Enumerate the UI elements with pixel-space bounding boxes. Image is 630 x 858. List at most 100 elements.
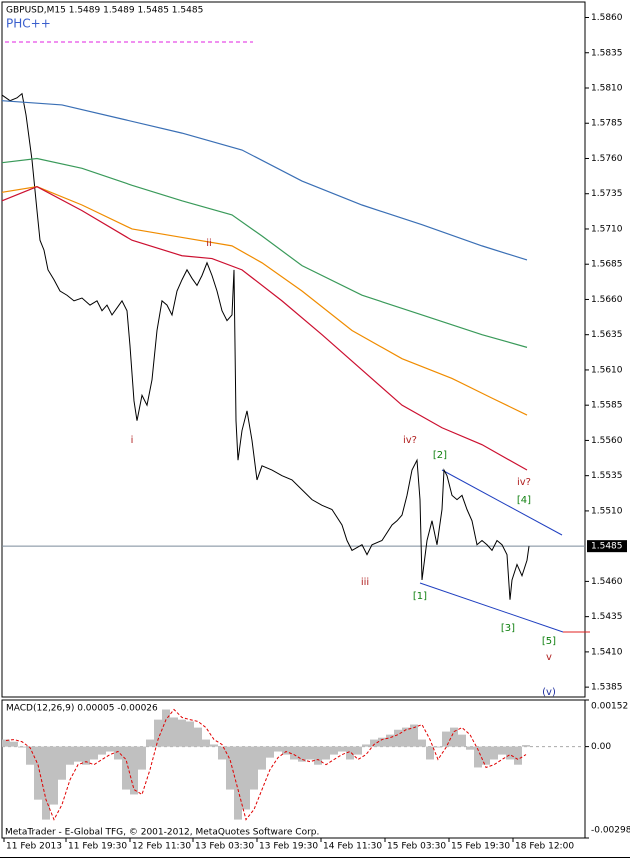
histogram-bar <box>370 739 378 747</box>
macd-header: MACD(12,26,9) 0.00005 -0.00026 <box>6 704 158 714</box>
moving-average <box>1 157 528 348</box>
histogram-bar <box>434 746 442 748</box>
y-tick-label: 1.5585 <box>591 401 623 411</box>
histogram-bar <box>426 746 434 760</box>
histogram-bar <box>506 746 514 760</box>
histogram-bar <box>346 746 354 760</box>
histogram-bar <box>442 731 450 747</box>
y-tick-label: 1.5635 <box>591 330 623 340</box>
histogram-bar <box>458 734 466 747</box>
histogram-bar <box>210 744 218 747</box>
price-line <box>1 92 530 600</box>
price-frame <box>1 1 586 698</box>
histogram-bar <box>266 746 274 758</box>
symbol-header: GBPUSD,M15 1.5489 1.5489 1.5485 1.5485 <box>6 6 203 16</box>
wave-label: ii <box>206 238 212 249</box>
histogram-bar <box>50 746 58 805</box>
y-tick-label: 1.5460 <box>591 577 623 587</box>
histogram-bar <box>282 746 290 755</box>
histogram-bar <box>26 746 34 765</box>
x-tick-label: 12 Feb 11:30 <box>132 842 191 852</box>
y-tick-label: 1.5760 <box>591 154 623 164</box>
histogram-bar <box>354 746 362 755</box>
y-tick-label: 1.5610 <box>591 365 623 375</box>
histogram-bar <box>234 746 242 820</box>
histogram-bar <box>18 746 26 748</box>
histogram-bar <box>338 746 346 752</box>
histogram-bar <box>514 746 522 765</box>
wave-label: [5] <box>542 636 556 647</box>
histogram-bar <box>10 741 18 747</box>
histogram-bar <box>186 721 194 747</box>
y-tick-label: 1.5560 <box>591 436 623 446</box>
histogram-bar <box>130 746 138 795</box>
histogram-bar <box>74 746 82 762</box>
histogram-bar <box>250 746 258 790</box>
y-tick-label: 1.5735 <box>591 189 623 199</box>
x-tick-label: 13 Feb 19:30 <box>259 842 318 852</box>
last-price-box <box>587 540 627 553</box>
histogram-bar <box>42 746 50 820</box>
histogram-bar <box>410 724 418 747</box>
indicator-name: PHC++ <box>6 17 51 31</box>
x-tick-label: 11 Feb 2013 <box>6 842 62 852</box>
histogram-bar <box>274 746 282 752</box>
histogram-bar <box>522 745 530 747</box>
histogram-bar <box>322 746 330 760</box>
histogram-bar <box>330 746 338 755</box>
x-tick-label: 14 Feb 11:30 <box>323 842 382 852</box>
x-tick-label: 13 Feb 03:30 <box>195 842 254 852</box>
y-tick-label: 1.5535 <box>591 471 623 481</box>
histogram-bar <box>306 746 314 760</box>
y-tick-label: 1.5810 <box>591 83 623 93</box>
histogram-bar <box>378 737 386 747</box>
histogram-bar <box>34 746 42 800</box>
y-tick-label: 1.5785 <box>591 119 623 129</box>
y-tick-label: 0.00 <box>591 742 611 752</box>
histogram-bar <box>450 727 458 747</box>
y-tick-label: 1.5410 <box>591 647 623 657</box>
last-price-label: 1.5485 <box>591 542 623 552</box>
moving-average <box>1 186 528 416</box>
wave-label: (v) <box>542 687 556 698</box>
histogram-bar <box>362 744 370 747</box>
histogram-bar <box>122 746 130 790</box>
histogram-bar <box>258 746 266 770</box>
histogram-bar <box>146 739 154 747</box>
wave-label: iv? <box>403 435 417 446</box>
histogram-bar <box>154 719 162 747</box>
histogram-bar <box>2 739 10 747</box>
wave-label: [2] <box>433 450 447 461</box>
histogram-bar <box>58 746 66 780</box>
histogram-bar <box>418 739 426 747</box>
histogram-bar <box>138 746 146 770</box>
histogram-bar <box>162 709 170 747</box>
channel-upper <box>441 469 563 536</box>
y-tick-label: 1.5660 <box>591 295 623 305</box>
histogram-bar <box>466 746 474 750</box>
wave-label: [3] <box>501 623 515 634</box>
histogram-bar <box>474 746 482 768</box>
histogram-bar <box>106 746 114 752</box>
x-tick-label: 18 Feb 12:00 <box>515 842 574 852</box>
histogram-bar <box>490 746 498 760</box>
y-tick-label: 1.5685 <box>591 260 623 270</box>
histogram-bar <box>482 746 490 765</box>
histogram-bar <box>66 746 74 765</box>
wave-label: i <box>131 435 134 446</box>
x-tick-label: 15 Feb 03:30 <box>387 842 446 852</box>
histogram-bar <box>98 746 106 755</box>
y-tick-label: 1.5385 <box>591 683 623 693</box>
y-tick-label: 1.5510 <box>591 506 623 516</box>
histogram-bar <box>218 746 226 760</box>
wave-label: iv? <box>517 477 531 488</box>
histogram-bar <box>170 717 178 747</box>
wave-label: [4] <box>517 495 531 506</box>
histogram-bar <box>178 719 186 747</box>
y-tick-label: 0.00152 <box>591 702 628 712</box>
signal-line <box>5 708 527 821</box>
x-tick-label: 15 Feb 19:30 <box>451 842 510 852</box>
histogram-bar <box>194 727 202 747</box>
histogram-bar <box>242 746 250 810</box>
